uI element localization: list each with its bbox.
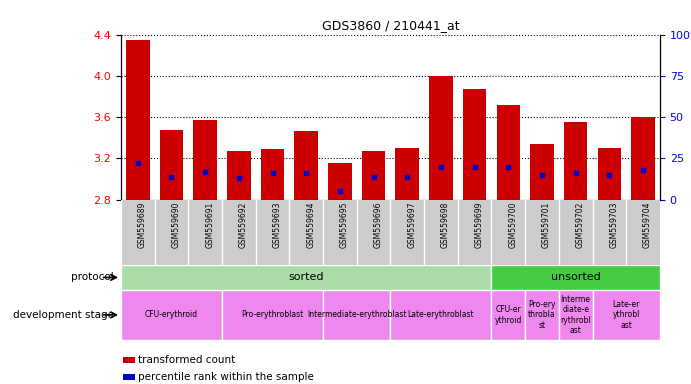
Bar xyxy=(222,290,323,340)
Text: GSM559703: GSM559703 xyxy=(609,202,618,248)
Bar xyxy=(593,290,660,340)
Bar xyxy=(323,290,390,340)
Bar xyxy=(121,290,222,340)
Text: GSM559699: GSM559699 xyxy=(475,202,484,248)
Text: Late-er
ythrobl
ast: Late-er ythrobl ast xyxy=(612,300,640,330)
Text: CFU-er
ythroid: CFU-er ythroid xyxy=(495,305,522,324)
Text: GSM559693: GSM559693 xyxy=(272,202,281,248)
Bar xyxy=(328,162,352,200)
Text: Intermediate-erythroblast: Intermediate-erythroblast xyxy=(307,310,406,319)
Bar xyxy=(362,151,386,200)
Text: GSM559695: GSM559695 xyxy=(340,202,349,248)
Text: GSM559690: GSM559690 xyxy=(171,202,180,248)
Bar xyxy=(564,122,587,200)
Text: Late-erythroblast: Late-erythroblast xyxy=(408,310,474,319)
Text: CFU-erythroid: CFU-erythroid xyxy=(145,310,198,319)
Text: Interme
diate-e
rythrobl
ast: Interme diate-e rythrobl ast xyxy=(560,295,591,335)
Bar xyxy=(632,117,655,200)
Text: protocol: protocol xyxy=(71,272,114,283)
Title: GDS3860 / 210441_at: GDS3860 / 210441_at xyxy=(321,19,460,32)
Text: GSM559694: GSM559694 xyxy=(306,202,315,248)
Bar xyxy=(126,40,149,200)
Text: GSM559698: GSM559698 xyxy=(441,202,450,248)
Bar xyxy=(463,89,486,200)
Bar xyxy=(390,290,491,340)
Text: GSM559700: GSM559700 xyxy=(509,202,518,248)
Text: development stage: development stage xyxy=(13,310,114,320)
Bar xyxy=(559,290,592,340)
Bar xyxy=(395,148,419,200)
Bar xyxy=(530,144,553,200)
Bar xyxy=(227,151,251,200)
Text: Pro-erythroblast: Pro-erythroblast xyxy=(241,310,303,319)
Text: GSM559689: GSM559689 xyxy=(138,202,146,248)
Text: GSM559697: GSM559697 xyxy=(407,202,416,248)
Bar xyxy=(491,290,525,340)
Bar xyxy=(160,129,183,200)
Text: GSM559704: GSM559704 xyxy=(643,202,652,248)
Text: transformed count: transformed count xyxy=(138,355,236,365)
Text: Pro-ery
throbla
st: Pro-ery throbla st xyxy=(528,300,556,330)
Text: sorted: sorted xyxy=(288,272,324,283)
Text: GSM559701: GSM559701 xyxy=(542,202,551,248)
Bar xyxy=(121,265,491,290)
Bar xyxy=(294,131,318,200)
Bar xyxy=(491,265,660,290)
Bar xyxy=(261,149,284,200)
Text: GSM559702: GSM559702 xyxy=(576,202,585,248)
Text: GSM559691: GSM559691 xyxy=(205,202,214,248)
Bar xyxy=(497,105,520,200)
Bar xyxy=(429,76,453,200)
Bar xyxy=(193,120,217,200)
Bar xyxy=(598,148,621,200)
Text: GSM559696: GSM559696 xyxy=(374,202,383,248)
Text: percentile rank within the sample: percentile rank within the sample xyxy=(138,372,314,382)
Bar xyxy=(525,290,559,340)
Text: GSM559692: GSM559692 xyxy=(239,202,248,248)
Text: unsorted: unsorted xyxy=(551,272,600,283)
